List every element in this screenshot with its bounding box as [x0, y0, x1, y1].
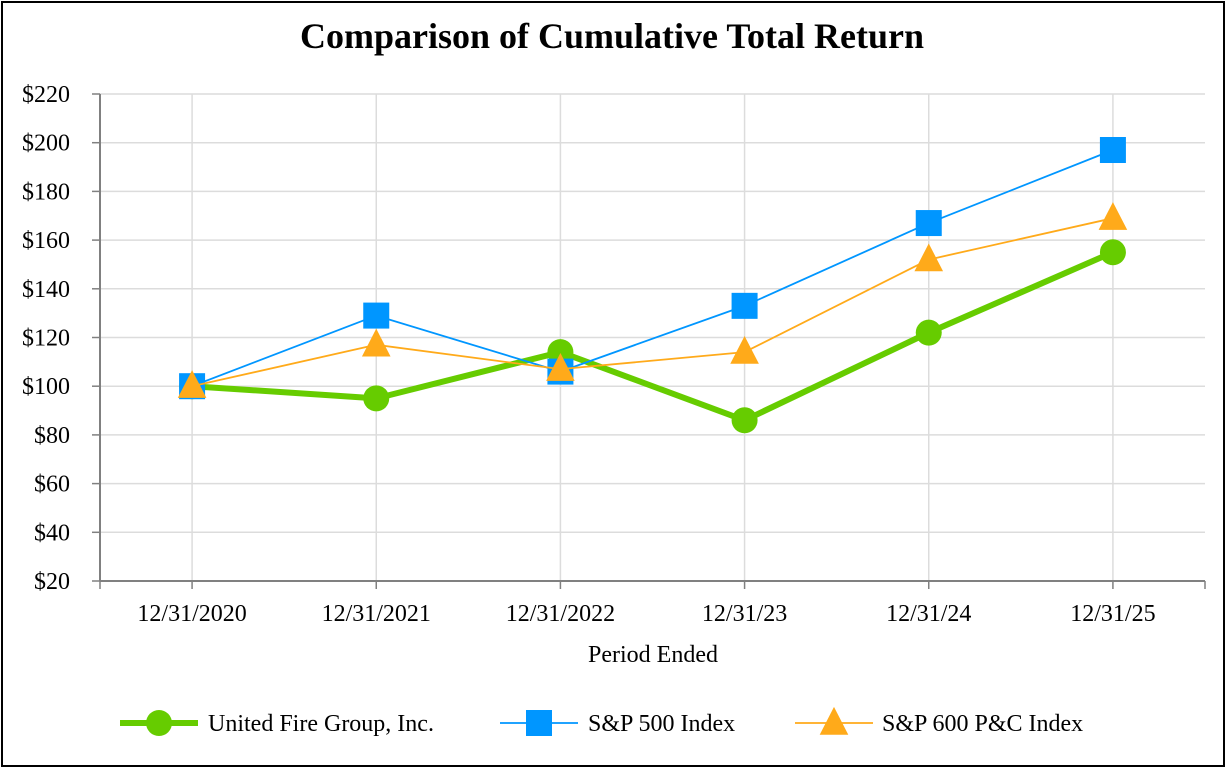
y-tick-label: $40 — [34, 520, 70, 546]
x-tick-label: 12/31/24 — [886, 601, 971, 627]
data-point-circle — [731, 407, 758, 434]
grid-lines — [100, 93, 1205, 581]
data-point-square — [1099, 137, 1126, 164]
data-point-triangle — [546, 353, 575, 381]
data-point-circle — [363, 385, 390, 412]
legend-label: United Fire Group, Inc. — [208, 711, 434, 737]
legend: United Fire Group, Inc. S&P 500 Index S&P … — [120, 706, 1083, 737]
x-tick-label: 12/31/25 — [1070, 601, 1155, 627]
x-axis-title: Period Ended — [588, 642, 718, 668]
legend-label: S&P 600 P&C Index — [882, 711, 1083, 737]
legend-item: S&P 500 Index — [500, 710, 735, 737]
legend-marker-circle — [146, 710, 172, 736]
y-tick-label: $20 — [34, 569, 70, 595]
legend-item: United Fire Group, Inc. — [120, 710, 434, 737]
y-tick-label: $120 — [22, 326, 70, 352]
x-tick-labels: 12/31/2020 12/31/2021 12/31/2022 12/31/23 12… — [137, 601, 1155, 627]
data-point-triangle — [1098, 202, 1128, 230]
series-line — [191, 249, 1115, 424]
series-triangle — [177, 202, 1128, 398]
axes — [92, 93, 1206, 589]
y-tick-label: $60 — [34, 472, 70, 498]
data-point-triangle — [361, 328, 391, 357]
data-point-triangle — [177, 370, 207, 398]
chart-title: Comparison of Cumulative Total Return — [300, 16, 924, 56]
y-tick-label: $160 — [22, 228, 70, 254]
y-tick-label: $220 — [22, 82, 70, 108]
data-point-triangle — [730, 335, 759, 364]
data-point-square — [731, 292, 758, 319]
x-tick-label: 12/31/2022 — [506, 601, 615, 627]
series-line — [191, 149, 1114, 388]
data-point-square — [363, 302, 390, 329]
data-point-square — [915, 210, 942, 237]
x-tick-label: 12/31/2020 — [137, 601, 246, 627]
data-point-circle — [1099, 239, 1126, 266]
legend-marker-triangle — [819, 706, 849, 735]
y-tick-label: $80 — [34, 423, 70, 449]
y-tick-label: $200 — [22, 131, 70, 157]
legend-label: S&P 500 Index — [588, 711, 735, 737]
y-tick-labels: $20 $40 $60 $80 $100 $120 $140 $160 $180 $200 $220 — [22, 82, 70, 595]
x-tick-label: 12/31/2021 — [322, 601, 431, 627]
y-tick-label: $140 — [22, 277, 70, 303]
y-tick-label: $180 — [22, 179, 70, 205]
data-point-triangle — [914, 243, 944, 272]
legend-item: S&P 600 P&C Index — [795, 706, 1083, 737]
x-tick-label: 12/31/23 — [702, 601, 787, 627]
series-line — [191, 217, 1114, 388]
series-lines — [177, 137, 1128, 434]
y-tick-label: $100 — [22, 374, 70, 400]
legend-marker-square — [526, 710, 552, 736]
data-point-circle — [915, 319, 942, 346]
